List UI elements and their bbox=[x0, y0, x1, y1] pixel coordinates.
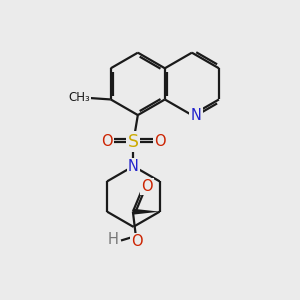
Text: H: H bbox=[108, 232, 119, 247]
Text: O: O bbox=[101, 134, 112, 149]
Text: O: O bbox=[131, 235, 143, 250]
Text: CH₃: CH₃ bbox=[68, 92, 90, 104]
Text: N: N bbox=[128, 159, 139, 174]
Text: S: S bbox=[128, 133, 139, 151]
Polygon shape bbox=[133, 209, 160, 214]
Text: O: O bbox=[141, 179, 153, 194]
Text: O: O bbox=[154, 134, 166, 149]
Text: N: N bbox=[190, 108, 202, 123]
